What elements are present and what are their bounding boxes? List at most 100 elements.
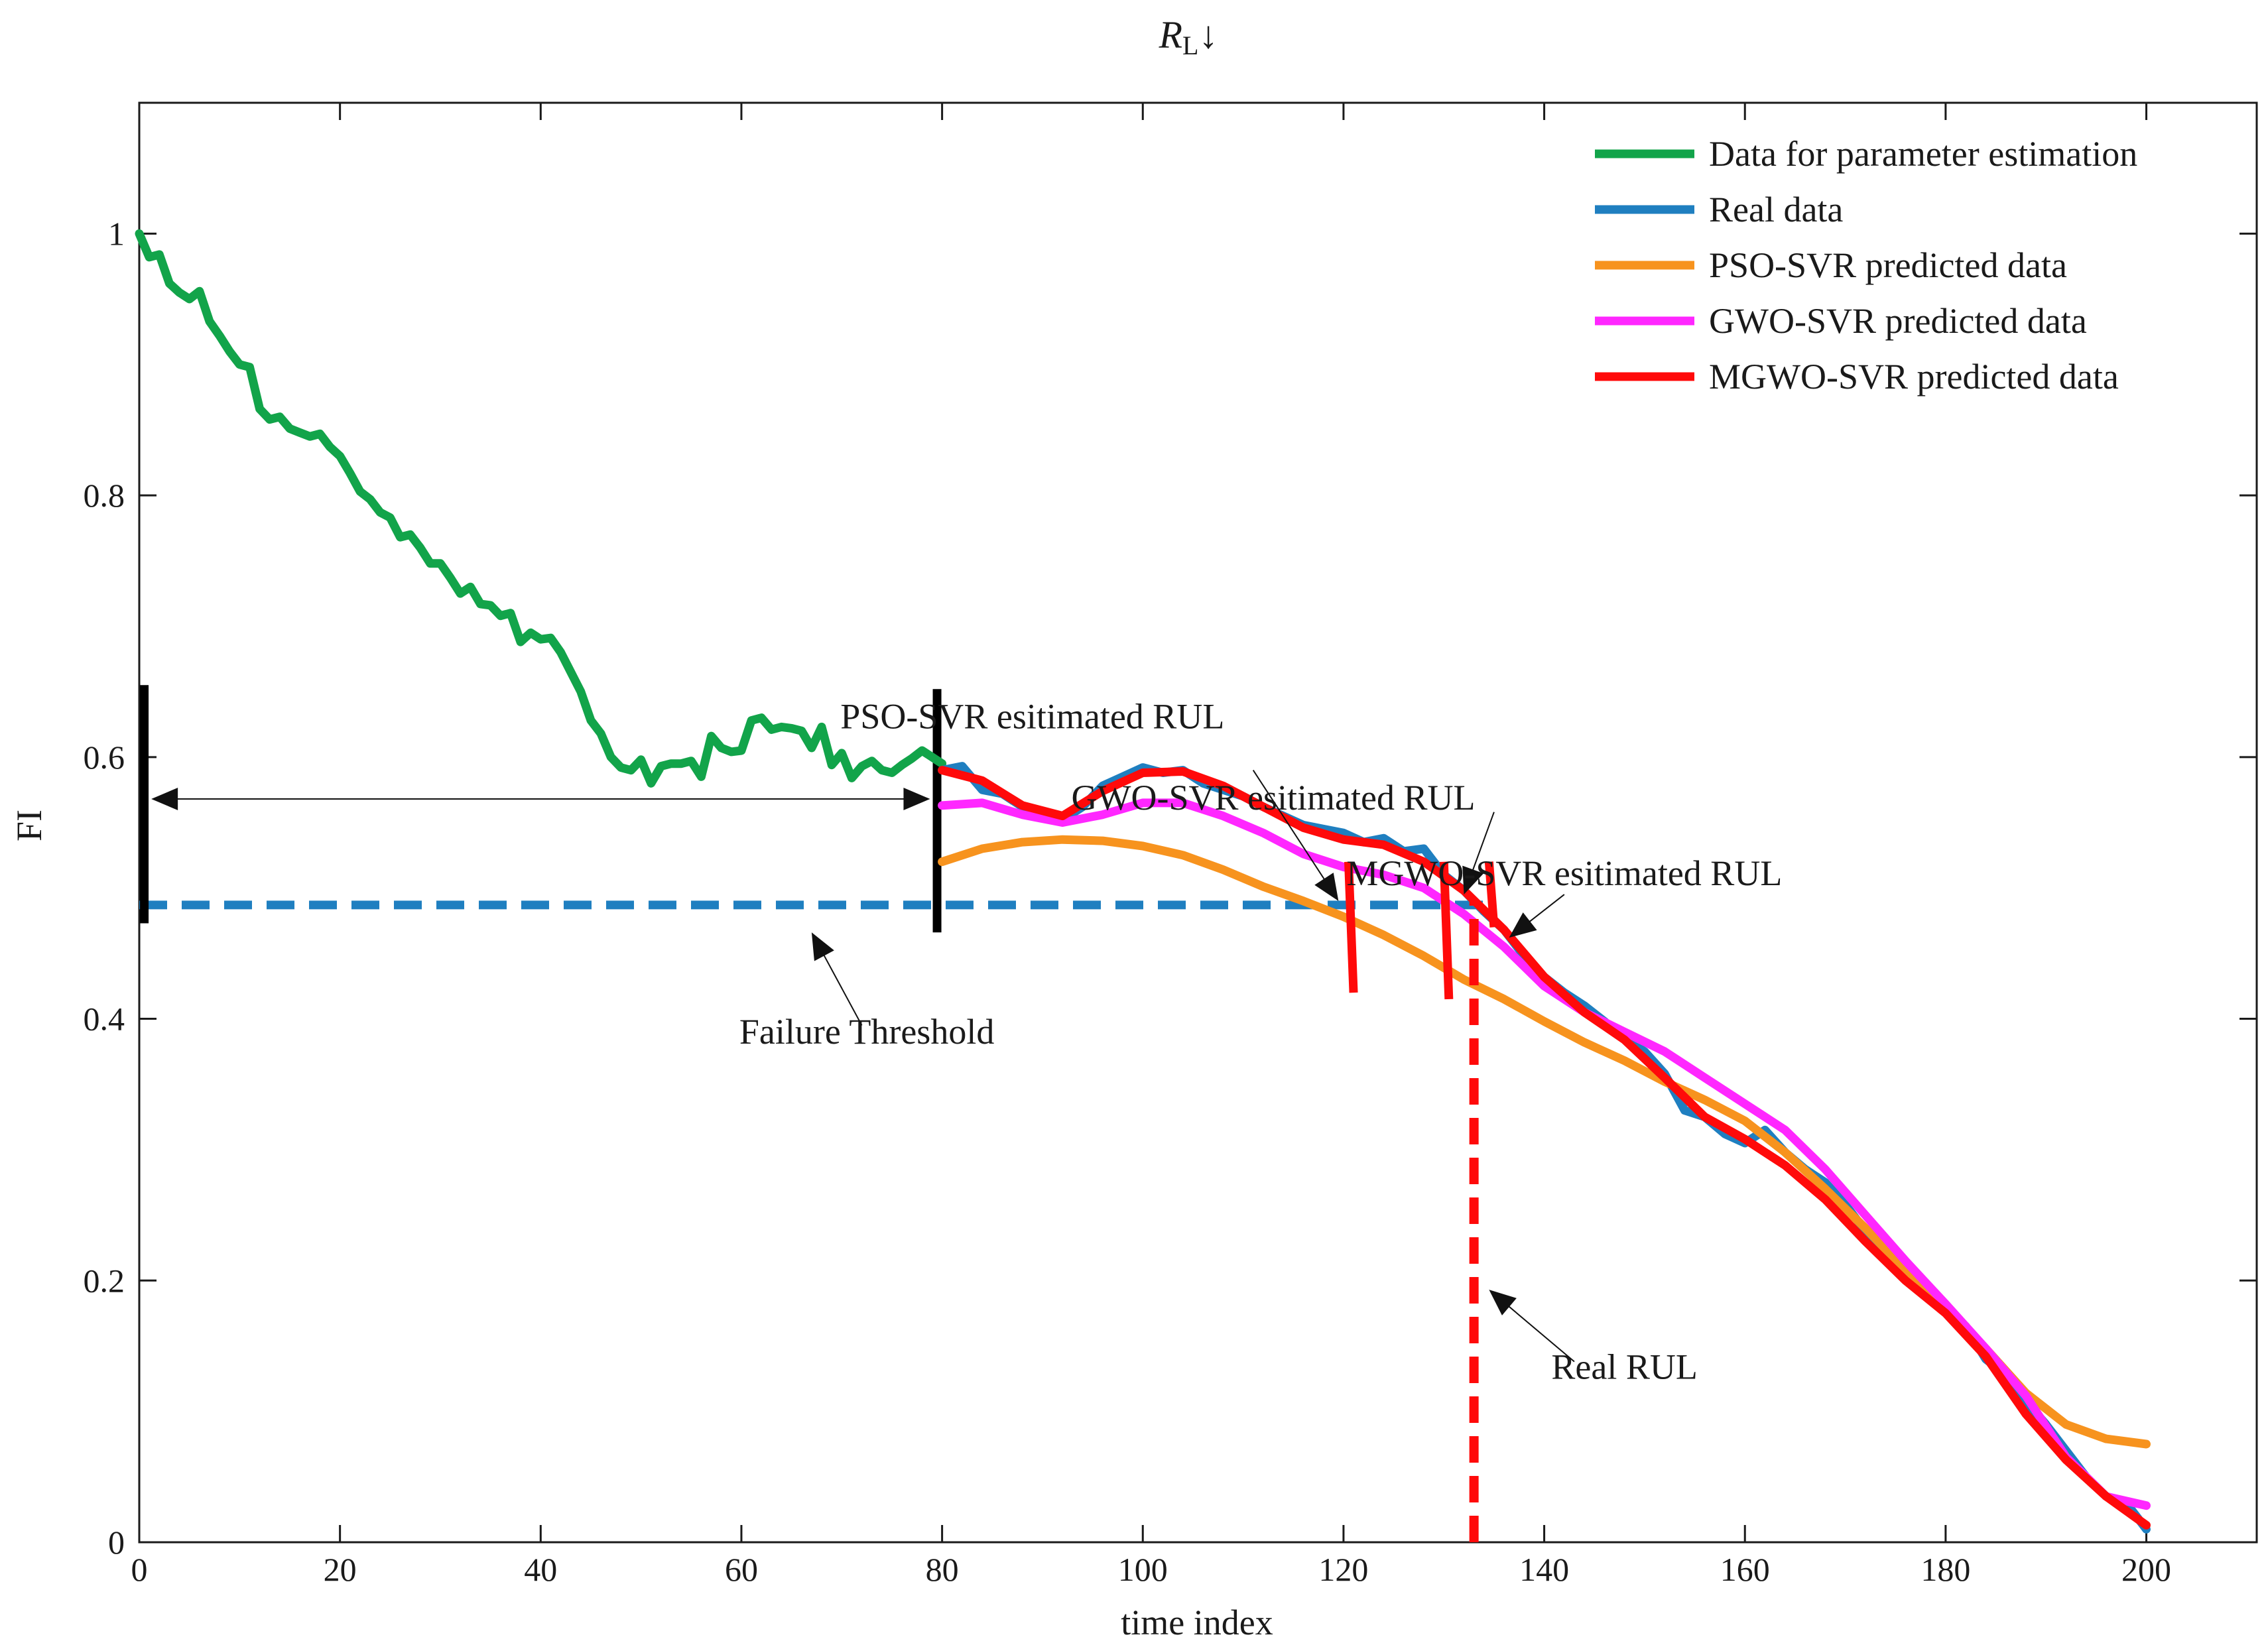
data-point [2063,1422,2069,1428]
annotation-text: Real RUL [1551,1347,1697,1386]
data-point [658,763,664,769]
x-tick-label: 40 [524,1551,557,1588]
data-point [1702,1114,1708,1120]
data-point [1340,837,1346,843]
annotation-text: GWO-SVR esitimated RUL [1072,778,1476,818]
data-point [839,750,845,756]
data-point [1140,800,1146,806]
data-point [808,745,814,751]
title-suffix: ↓ [1198,13,1218,56]
y-tick-label: 1 [108,215,125,252]
data-point [788,725,794,731]
data-point [1541,983,1547,989]
data-point [2023,1411,2029,1417]
data-point [688,758,694,764]
data-point [1903,1278,1909,1284]
data-point [648,780,654,786]
data-point [1621,1058,1627,1064]
data-point [437,560,443,566]
data-point [578,689,584,695]
data-point [1260,884,1266,890]
x-tick-label: 80 [926,1551,959,1588]
x-tick-label: 100 [1118,1551,1168,1588]
data-point [959,763,965,769]
data-point [337,453,343,459]
data-point [1782,1127,1788,1133]
data-point [819,724,825,730]
series-0 [135,229,947,788]
annotation-0: PSO-SVR esitimated RUL [840,696,1339,901]
data-point [979,778,985,784]
arrow-head [903,787,930,810]
data-point [397,534,403,540]
y-tick-label: 0.6 [84,739,125,776]
data-point [1782,1149,1788,1155]
data-point [1381,842,1387,848]
data-point [1019,802,1025,808]
arrow-head [1509,912,1537,938]
data-point [1260,804,1266,810]
annotation-text: PSO-SVR esitimated RUL [840,696,1224,736]
data-point [1862,1212,1868,1218]
data-point [1100,838,1105,844]
legend-entry: Real data [1595,190,1843,229]
x-tick-label: 200 [2121,1551,2171,1588]
data-point [307,434,313,440]
data-point [1100,788,1105,794]
data-point [186,296,192,302]
data-point [1621,1037,1627,1043]
data-point [227,348,233,354]
data-point [939,767,945,773]
data-point [286,426,292,432]
data-point [879,767,885,773]
data-point [939,761,945,766]
data-point [929,754,935,760]
data-point [458,591,464,597]
data-point [196,288,202,294]
arrow-head [811,932,834,961]
data-point [157,251,162,257]
data-point [1662,1075,1668,1081]
data-point [829,762,835,768]
data-point [698,774,704,780]
data-point [919,747,925,753]
double-arrow [151,787,930,810]
legend-entry: GWO-SVR predicted data [1595,301,2087,341]
data-point [1942,1301,1948,1307]
data-point [668,761,674,766]
data-point [1662,1048,1668,1054]
data-point [1702,1075,1708,1081]
chart-title: RL↓ [1159,13,1218,60]
data-point [899,762,905,768]
data-point [1983,1353,1989,1359]
data-point [1742,1101,1748,1107]
data-point [1862,1239,1868,1245]
data-point [759,715,765,721]
data-point [1942,1310,1948,1316]
x-tick-label: 20 [324,1551,357,1588]
data-point [568,669,574,675]
data-point [1220,813,1226,819]
data-point [1461,977,1467,983]
data-point [588,717,594,723]
x-tick-label: 140 [1519,1551,1569,1588]
arrow-head [151,787,178,810]
data-point [1381,835,1387,841]
data-point [1501,996,1507,1002]
annotation-text: Failure Threshold [739,1012,994,1052]
data-point [137,231,142,237]
rul-marker-mgwo-svr [1484,861,1499,928]
x-tick-label: 160 [1720,1551,1770,1588]
data-point [1180,852,1186,858]
data-point [678,761,684,766]
data-point [779,724,785,730]
annotation-4: Real RUL [1489,1290,1698,1386]
annotation-arrow [1470,812,1495,877]
data-point [1260,830,1266,836]
x-tick-label: 0 [131,1551,148,1588]
data-point [1220,867,1226,873]
data-point [347,470,353,476]
data-point [1140,770,1146,776]
data-point [317,431,323,437]
